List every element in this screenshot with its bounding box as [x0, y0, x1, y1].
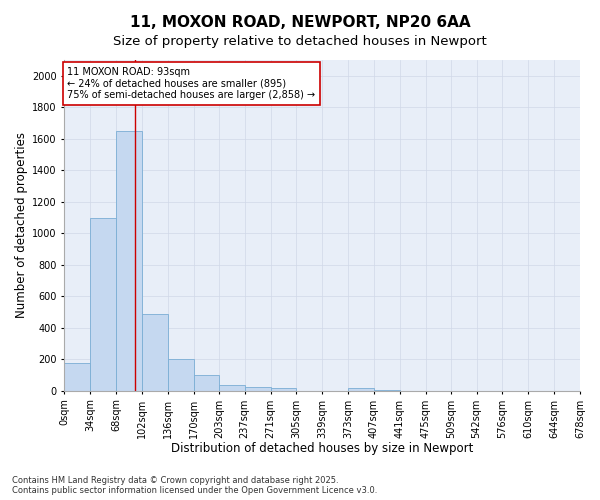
Bar	[348, 388, 374, 391]
Text: 11, MOXON ROAD, NEWPORT, NP20 6AA: 11, MOXON ROAD, NEWPORT, NP20 6AA	[130, 15, 470, 30]
Bar	[142, 314, 168, 391]
Text: Contains HM Land Registry data © Crown copyright and database right 2025.
Contai: Contains HM Land Registry data © Crown c…	[12, 476, 377, 495]
Bar	[194, 375, 219, 391]
Bar	[90, 218, 116, 391]
Bar	[271, 388, 296, 391]
Bar	[116, 131, 142, 391]
Bar	[64, 364, 90, 391]
Y-axis label: Number of detached properties: Number of detached properties	[15, 132, 28, 318]
Text: Size of property relative to detached houses in Newport: Size of property relative to detached ho…	[113, 35, 487, 48]
Text: 11 MOXON ROAD: 93sqm
← 24% of detached houses are smaller (895)
75% of semi-deta: 11 MOXON ROAD: 93sqm ← 24% of detached h…	[67, 67, 316, 100]
X-axis label: Distribution of detached houses by size in Newport: Distribution of detached houses by size …	[171, 442, 473, 455]
Bar	[168, 360, 194, 391]
Bar	[374, 390, 400, 391]
Bar	[245, 387, 271, 391]
Bar	[219, 384, 245, 391]
